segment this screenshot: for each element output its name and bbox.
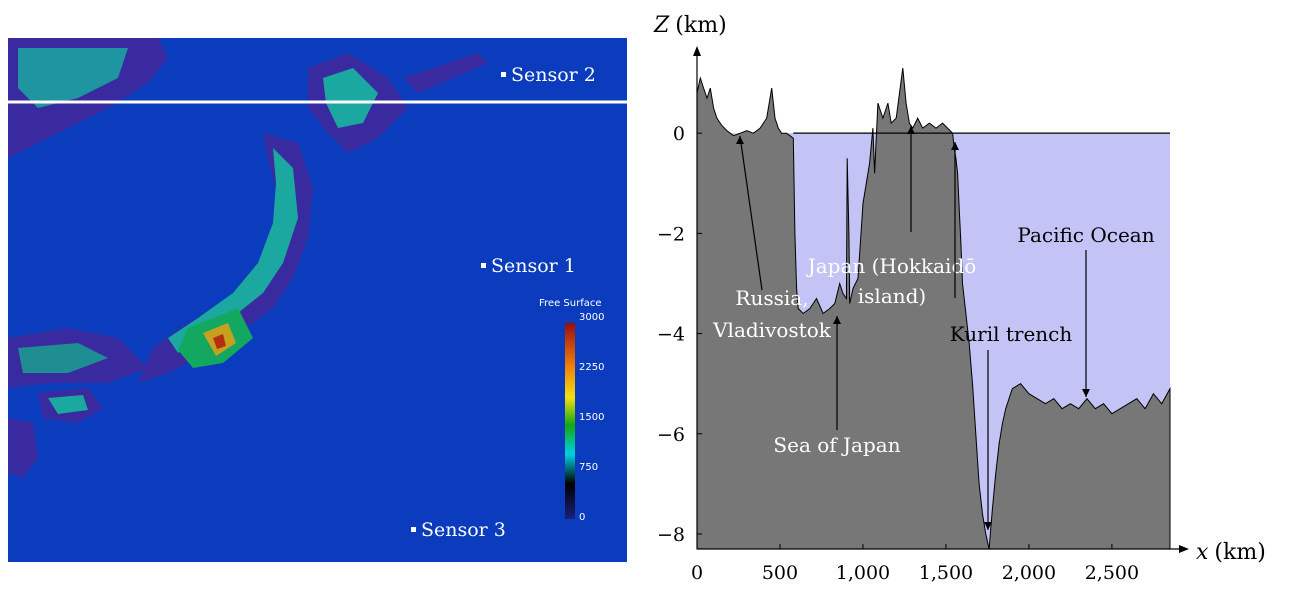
colorbar-tick: 2250 xyxy=(579,362,605,373)
ground-profile xyxy=(696,67,1171,550)
sensor-1-text: Sensor 1 xyxy=(491,255,576,277)
annotation-label: island) xyxy=(858,284,926,308)
annotation-label: Pacific Ocean xyxy=(1017,223,1154,247)
sensor-3-label: Sensor 3 xyxy=(411,519,506,541)
x-axis-label: x (km) xyxy=(1196,540,1266,565)
x-tick-label: 1,000 xyxy=(836,562,890,584)
colorbar-gradient xyxy=(565,323,575,519)
sensor-3-text: Sensor 3 xyxy=(421,519,506,541)
annotation-arrowhead xyxy=(736,136,744,144)
sensor-2-marker xyxy=(501,71,506,77)
annotation-label: Vladivostok xyxy=(712,318,832,342)
topography-map: Sensor 2 Sensor 1 Sensor 3 Free Surface … xyxy=(8,38,627,562)
landmass-kyushu-shikoku xyxy=(8,388,103,478)
colorbar-tick: 0 xyxy=(579,512,586,523)
colorbar-tick: 750 xyxy=(579,462,599,473)
annotation-label: Russia, xyxy=(735,286,808,310)
annotation-label: Kuril trench xyxy=(950,322,1073,346)
x-tick-label: 2,000 xyxy=(1002,562,1056,584)
y-axis-unit: (km) xyxy=(675,13,726,38)
colorbar-tick: 3000 xyxy=(579,312,605,323)
colorbar-tick: 1500 xyxy=(579,412,605,423)
sensor-1-marker xyxy=(481,262,486,268)
plot-area xyxy=(696,67,1171,550)
sensor-2-label: Sensor 2 xyxy=(501,64,596,86)
sensor-3-marker xyxy=(411,526,416,532)
landmass-mainland-asia xyxy=(8,38,168,388)
sensor-2-text: Sensor 2 xyxy=(511,64,596,86)
x-tick-label: 500 xyxy=(762,562,798,584)
y-axis-label: Z (km) xyxy=(653,13,727,38)
x-axis-arrow xyxy=(1179,545,1189,553)
x-axis-unit: (km) xyxy=(1214,540,1265,565)
y-axis-arrow xyxy=(693,46,701,56)
annotations: Russia, Vladivostok Sea of Japan Japan (Hok… xyxy=(712,126,1155,530)
annotation-arrowhead xyxy=(1082,389,1090,397)
axes: 0 500 1,000 1,500 2,000 2,500 0 −2 −4 −6 −8 xyxy=(657,46,1189,584)
x-tick-label: 0 xyxy=(691,562,703,584)
x-tick-label: 1,500 xyxy=(919,562,973,584)
colorbar-title: Free Surface xyxy=(539,298,602,309)
sensor-1-label: Sensor 1 xyxy=(481,255,576,277)
depth-profile-chart: 0 500 1,000 1,500 2,000 2,500 0 −2 −4 −6 −8 Russia… xyxy=(653,13,1266,584)
x-tick-label: 2,500 xyxy=(1085,562,1139,584)
annotation-label: Sea of Japan xyxy=(773,433,900,457)
y-tick-label: −6 xyxy=(657,424,685,446)
annotation-arrowhead xyxy=(951,142,959,150)
trench-arrowhead xyxy=(984,522,992,530)
annotation-arrowhead xyxy=(907,126,915,134)
y-axis-var: Z xyxy=(653,13,670,38)
y-tick-label: 0 xyxy=(673,123,685,145)
y-tick-label: −4 xyxy=(657,324,685,346)
landmass-honshu xyxy=(138,133,313,383)
x-axis-var: x xyxy=(1196,540,1209,565)
map-terrain xyxy=(8,38,627,519)
annotation-arrowhead xyxy=(833,316,841,324)
annotation-label: Japan (Hokkaidō xyxy=(806,254,977,278)
annotation-arrow xyxy=(739,135,763,291)
y-tick-label: −2 xyxy=(657,223,685,245)
y-tick-label: −8 xyxy=(657,524,685,546)
